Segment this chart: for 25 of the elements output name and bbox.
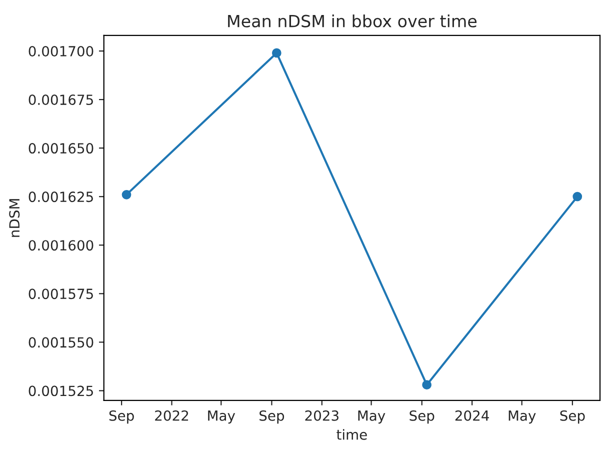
y-axis-title: nDSM	[9, 199, 20, 237]
x-tick-label: Sep	[560, 410, 585, 424]
x-tick-label: May	[508, 410, 536, 424]
x-tick-label: 2024	[455, 410, 489, 421]
y-tick-label: 0.001650	[28, 143, 94, 154]
point	[122, 190, 132, 200]
x-tick-label: 2023	[305, 410, 338, 421]
point	[272, 48, 282, 58]
x-tick-label: Sep	[260, 410, 284, 424]
x-tick-label: Sep	[410, 410, 434, 424]
x-tick-label: May	[358, 410, 386, 424]
y-tick-label: 0.001625	[28, 192, 93, 202]
y-tick-label: 0.001575	[28, 288, 93, 300]
x-axis-title: time	[336, 429, 367, 440]
y-tick-label: 0.001600	[28, 240, 94, 251]
y-tick-label: 0.001550	[28, 337, 94, 348]
chart-title: Mean nDSM in bbox over time	[228, 14, 477, 28]
point	[572, 192, 582, 202]
x-tick-label: Sep	[109, 410, 134, 424]
x-tick-label: 2022	[155, 410, 188, 421]
x-tick-label: May	[208, 410, 236, 424]
y-tick-label: 0.001700	[28, 46, 94, 56]
y-tick-label: 0.001525	[28, 386, 93, 396]
y-tick-label: 0.001675	[28, 94, 93, 106]
point	[422, 380, 432, 390]
